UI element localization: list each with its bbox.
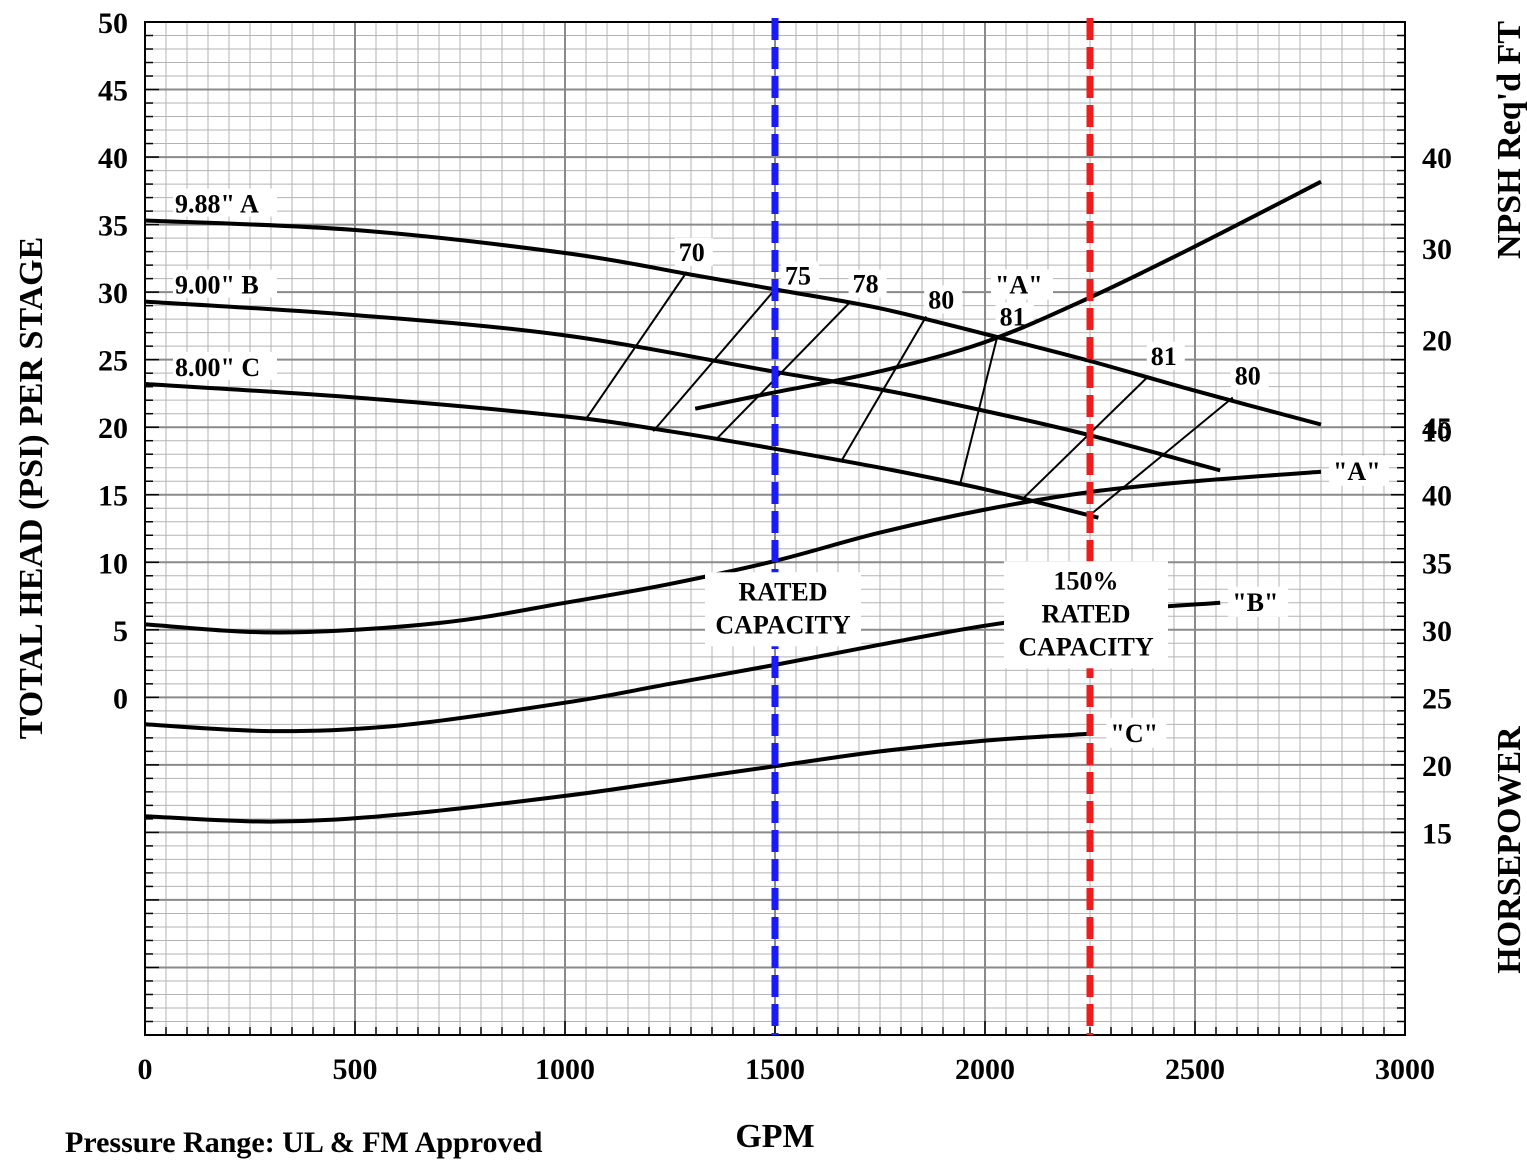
efficiency-label-70: 70 (679, 238, 705, 267)
x-tick-label: 3000 (1375, 1053, 1435, 1086)
head-curve (144, 299, 1221, 473)
horsepower-tick-label: 25 (1422, 682, 1452, 715)
horsepower-tick-label: 45 (1422, 412, 1452, 445)
x-tick-label: 2000 (955, 1053, 1015, 1086)
npsh-tick-label: 10 (1422, 416, 1452, 449)
npsh-curve-label: "A" (995, 270, 1043, 299)
npsh-label-bg (991, 269, 1053, 300)
head-tick-label: 5 (113, 615, 128, 648)
npsh-axis-title: NPSH Req'd FT (1491, 21, 1527, 259)
impeller-label-bg (173, 269, 277, 298)
npsh-curve (694, 179, 1322, 411)
x-axis-title: GPM (735, 1118, 814, 1154)
head-curve (144, 382, 1099, 520)
impeller-label: 9.00" B (175, 271, 259, 300)
capacity-label-box (1004, 561, 1168, 669)
efficiency-line-80 (841, 315, 928, 461)
npsh-tick-label: 30 (1422, 233, 1452, 266)
horsepower-curve-label: "A" (1333, 457, 1381, 486)
efficiency-label-bg (848, 269, 887, 298)
axis-titles: GPM TOTAL HEAD (PSI) PER STAGE NPSH Req'd … (13, 21, 1527, 1154)
capacity-label-text: RATED (738, 577, 827, 606)
x-tick-label: 0 (138, 1053, 153, 1086)
capacity-label-box (705, 572, 861, 647)
head-curve (144, 218, 1322, 427)
efficiency-label-81: 81 (1151, 342, 1177, 371)
efficiency-line-81 (1022, 375, 1150, 500)
capacity-label-text: CAPACITY (1018, 632, 1154, 661)
hp-label-bg (1228, 586, 1289, 617)
left-axis-title: TOTAL HEAD (PSI) PER STAGE (13, 237, 50, 740)
horsepower-tick-label: 20 (1422, 750, 1452, 783)
hp-label-bg (1106, 717, 1167, 748)
head-tick-label: 30 (98, 277, 128, 310)
horsepower-tick-label: 35 (1422, 547, 1452, 580)
impeller-label: 9.88" A (175, 190, 259, 219)
horsepower-curve-label: "C" (1110, 719, 1158, 748)
npsh-tick-label: 40 (1422, 142, 1452, 175)
x-tick-label: 1500 (745, 1053, 805, 1086)
x-tick-label: 1000 (535, 1053, 595, 1086)
capacity-markers: RATED CAPACITY 150% RATED CAPACITY (705, 18, 1168, 1035)
footnote: Pressure Range: UL & FM Approved (65, 1126, 543, 1159)
capacity-label-text: 150% (1054, 566, 1119, 595)
horsepower-tick-label: 30 (1422, 615, 1452, 648)
efficiency-label-80: 80 (928, 285, 954, 314)
efficiency-label-bg (1230, 361, 1269, 390)
efficiency-label-78: 78 (853, 270, 879, 299)
head-tick-label: 40 (98, 142, 128, 175)
head-tick-label: 10 (98, 547, 128, 580)
efficiency-label-bg (781, 261, 819, 290)
efficiency-label-80: 80 (1235, 361, 1261, 390)
horsepower-curve-label: "B" (1232, 588, 1278, 617)
x-tick-label: 2500 (1165, 1053, 1225, 1086)
efficiency-label-75: 75 (785, 261, 811, 290)
impeller-label: 8.00" C (175, 353, 260, 382)
horsepower-tick-label: 15 (1422, 817, 1452, 850)
head-tick-label: 45 (98, 75, 128, 108)
head-tick-label: 50 (98, 7, 128, 40)
horsepower-curve (144, 731, 1091, 824)
horsepower-axis-title: HORSEPOWER (1491, 726, 1527, 974)
tick-labels: 0 500 1000 1500 2000 2500 30005045403530252015… (98, 7, 1452, 1086)
performance-curves (144, 179, 1322, 824)
curve-labels: 9.88" A 9.00" B 8.00" C "A" "A" "B" "C" (173, 188, 1389, 748)
head-tick-label: 25 (98, 345, 128, 378)
horsepower-curve (144, 469, 1322, 635)
head-tick-label: 0 (113, 682, 128, 715)
npsh-tick-label: 20 (1422, 324, 1452, 357)
capacity-label-text: RATED (1041, 599, 1130, 628)
horsepower-tick-label: 40 (1422, 480, 1452, 513)
head-tick-label: 35 (98, 210, 128, 243)
efficiency-label-bg (1146, 341, 1185, 370)
efficiency-label-bg (674, 237, 713, 266)
hp-label-bg (1329, 455, 1389, 486)
efficiency-label-bg (924, 285, 963, 314)
impeller-label-bg (173, 188, 277, 217)
efficiency-line-78 (715, 300, 852, 441)
head-tick-label: 15 (98, 480, 128, 513)
capacity-label-text: CAPACITY (715, 610, 851, 639)
head-tick-label: 20 (98, 412, 128, 445)
impeller-label-bg (173, 351, 277, 380)
x-tick-label: 500 (333, 1053, 378, 1086)
